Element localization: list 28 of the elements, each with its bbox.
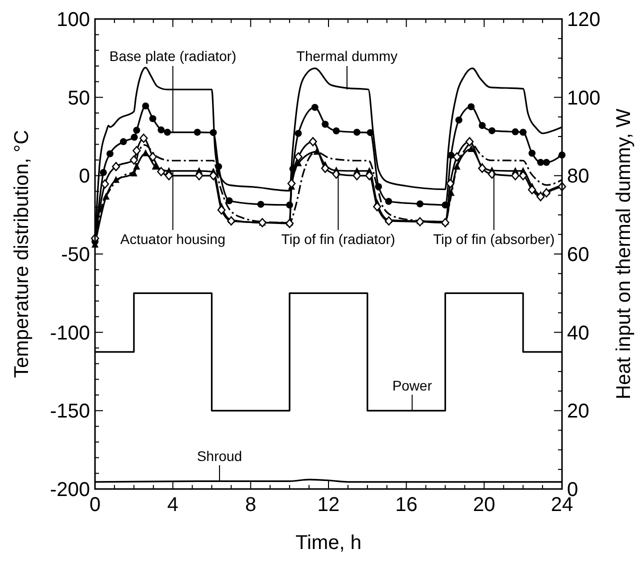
x-tick-label: 20	[473, 494, 496, 516]
annotation: Tip of fin (absorber)	[433, 231, 555, 247]
y2-tick-label: 120	[567, 9, 600, 31]
x-tick-label: 16	[395, 494, 418, 516]
y2-tick-label: 40	[567, 322, 590, 344]
y-tick-label: -50	[61, 244, 90, 266]
y2-axis-title: Heat input on thermal dummy, W	[613, 108, 635, 400]
y2-tick-label: 60	[567, 244, 590, 266]
x-axis-title: Time, h	[296, 532, 362, 554]
annotation: Shroud	[196, 448, 242, 464]
annotation: Tip of fin (radiator)	[281, 231, 396, 247]
y2-tick-label: 100	[567, 87, 600, 110]
x-tick-label: 12	[317, 494, 340, 516]
annotation: Power	[392, 378, 432, 394]
y2-tick-label: 20	[567, 400, 590, 423]
y-tick-label: 50	[68, 87, 90, 110]
x-tick-label: 4	[167, 494, 178, 516]
y-tick-label: -150	[50, 400, 90, 423]
annotation: Base plate (radiator)	[109, 48, 236, 64]
annotation: Thermal dummy	[296, 48, 398, 64]
y-tick-label: -200	[50, 479, 90, 501]
y-axis-title: Temperature distribution, °C	[11, 130, 33, 378]
y2-tick-label: 80	[567, 166, 590, 188]
y-tick-label: -100	[50, 322, 90, 344]
y-tick-label: 0	[78, 166, 90, 188]
annotation: Actuator housing	[120, 231, 226, 247]
x-tick-label: 8	[245, 494, 256, 516]
y-tick-label: 100	[56, 9, 90, 31]
